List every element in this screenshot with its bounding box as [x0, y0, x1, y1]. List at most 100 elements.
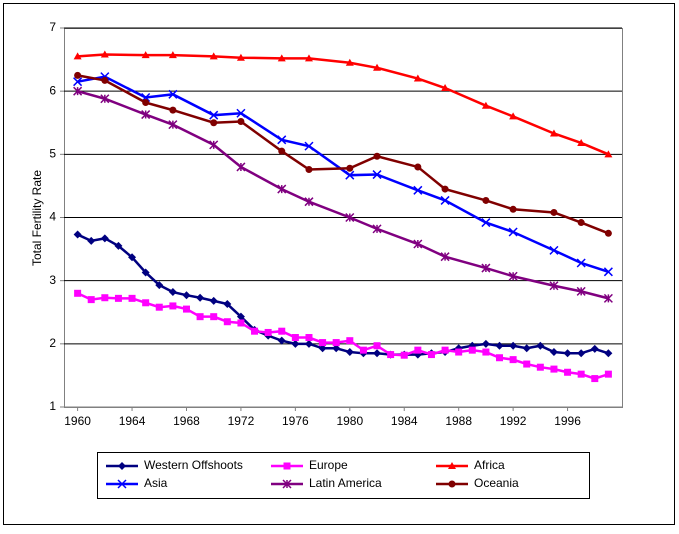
marker — [523, 360, 531, 368]
marker — [359, 346, 367, 354]
marker — [168, 51, 177, 59]
marker — [536, 341, 545, 350]
marker — [277, 135, 287, 145]
marker — [237, 319, 245, 327]
marker — [604, 349, 613, 358]
marker — [305, 165, 313, 173]
y-tick-label: 4 — [49, 210, 56, 224]
y-tick-label: 2 — [49, 336, 56, 350]
marker — [236, 162, 246, 172]
marker — [550, 208, 558, 216]
marker — [372, 170, 382, 180]
marker — [291, 334, 299, 342]
marker — [278, 327, 286, 335]
y-tick-label: 7 — [49, 20, 56, 34]
marker — [413, 185, 423, 195]
marker — [373, 342, 381, 350]
marker — [427, 351, 435, 359]
marker — [141, 110, 151, 120]
marker — [563, 349, 572, 358]
marker — [182, 305, 190, 313]
y-axis-title: Total Fertility Rate — [30, 170, 44, 266]
marker — [304, 141, 314, 151]
marker — [495, 341, 504, 350]
marker — [345, 170, 355, 180]
series-line — [77, 292, 609, 380]
marker — [209, 296, 218, 305]
marker — [448, 462, 456, 469]
marker — [277, 54, 286, 62]
y-tick-label: 1 — [49, 399, 56, 413]
marker — [414, 346, 422, 354]
y-tick-label: 5 — [49, 147, 56, 161]
marker — [251, 327, 259, 335]
marker — [577, 370, 585, 378]
marker — [549, 245, 559, 255]
marker — [168, 89, 178, 99]
marker — [87, 296, 95, 304]
marker — [128, 253, 137, 262]
marker — [346, 164, 354, 172]
marker — [209, 110, 219, 120]
marker — [441, 185, 449, 193]
marker — [481, 218, 491, 228]
marker — [373, 63, 382, 71]
marker — [118, 462, 126, 470]
marker — [590, 344, 599, 353]
marker — [73, 77, 83, 87]
marker — [283, 462, 291, 470]
x-tick-label: 1964 — [119, 414, 146, 428]
marker — [577, 138, 586, 146]
y-tick-label: 3 — [49, 273, 56, 287]
marker — [345, 212, 355, 223]
marker — [209, 140, 219, 150]
marker — [508, 271, 518, 281]
marker — [304, 197, 314, 207]
marker — [372, 224, 382, 234]
marker — [482, 348, 490, 356]
x-tick-label: 1972 — [228, 414, 255, 428]
marker — [345, 58, 354, 66]
marker — [291, 339, 300, 348]
x-tick-label: 1968 — [173, 414, 200, 428]
marker — [210, 119, 218, 127]
marker — [264, 328, 272, 336]
marker — [603, 293, 613, 303]
marker — [169, 106, 177, 114]
marker — [73, 52, 82, 60]
marker — [305, 334, 313, 342]
marker — [509, 205, 517, 213]
marker — [496, 354, 504, 362]
marker — [509, 341, 518, 350]
marker — [508, 227, 518, 237]
marker — [400, 351, 408, 359]
marker — [509, 112, 518, 120]
marker — [304, 339, 313, 348]
marker — [223, 300, 232, 309]
marker — [74, 289, 82, 297]
marker — [277, 336, 286, 345]
marker — [549, 129, 558, 137]
x-tick-label: 1996 — [554, 414, 581, 428]
marker — [373, 349, 382, 358]
marker — [481, 339, 490, 348]
marker — [182, 291, 191, 300]
marker — [278, 147, 286, 155]
legend — [97, 452, 590, 499]
marker — [237, 117, 245, 125]
marker — [73, 86, 83, 96]
marker — [576, 258, 586, 268]
marker — [387, 351, 395, 359]
marker — [128, 294, 136, 302]
series-line — [77, 233, 609, 356]
marker — [168, 120, 178, 130]
marker — [448, 480, 456, 488]
marker — [74, 71, 82, 79]
marker — [210, 313, 218, 321]
marker — [550, 365, 558, 373]
marker — [155, 303, 163, 311]
marker — [441, 84, 450, 92]
x-tick-label: 1992 — [500, 414, 527, 428]
marker — [576, 286, 586, 296]
